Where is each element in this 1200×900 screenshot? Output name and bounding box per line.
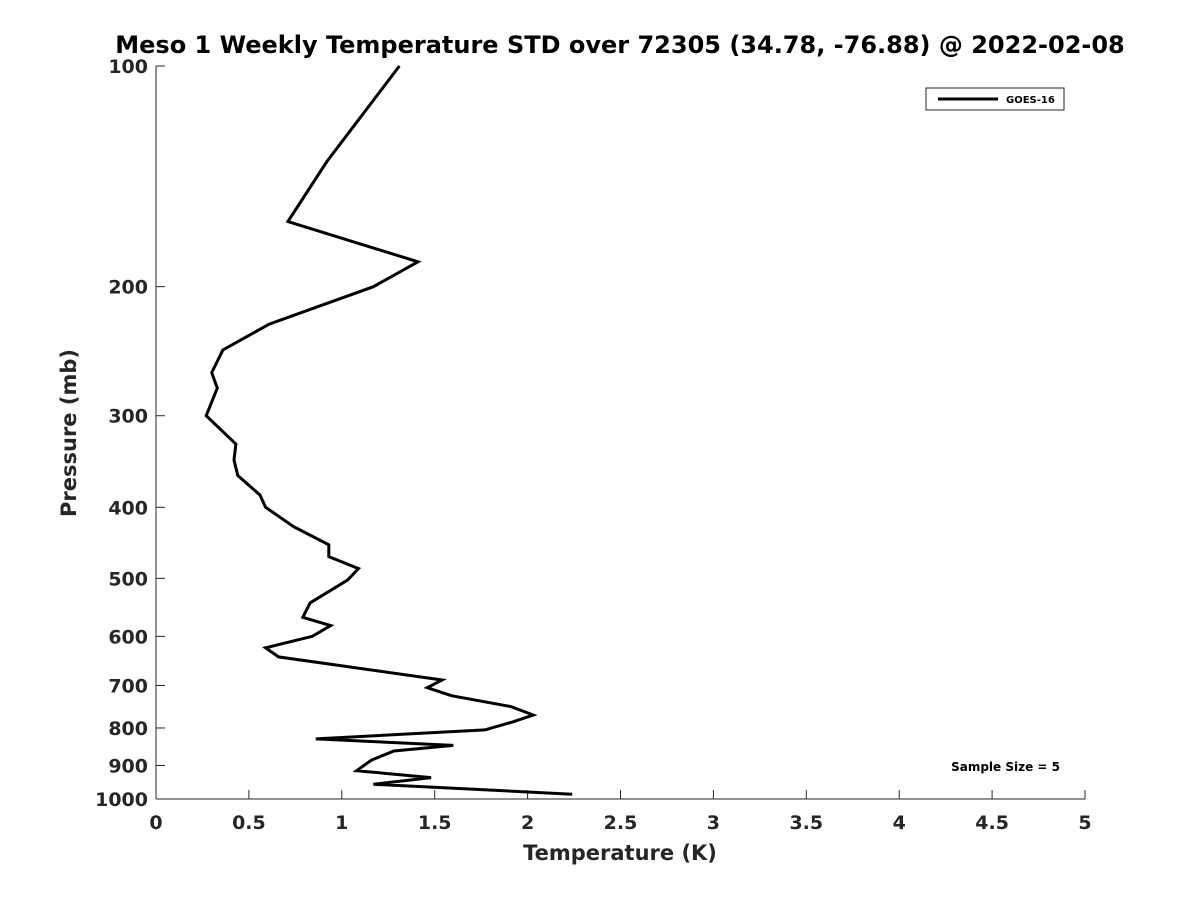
x-tick-label: 5 bbox=[1078, 812, 1091, 834]
legend: GOES-16 bbox=[925, 87, 1065, 111]
y-ticks: 100 200 300 400 500 600 700 800 900 1000 bbox=[95, 56, 165, 811]
y-tick-label: 400 bbox=[108, 497, 148, 519]
x-tick-label: 4.5 bbox=[975, 812, 1009, 834]
y-tick-label: 200 bbox=[108, 277, 148, 299]
x-tick-label: 4 bbox=[893, 812, 906, 834]
x-tick-label: 3 bbox=[707, 812, 720, 834]
x-tick-label: 3.5 bbox=[789, 812, 823, 834]
y-tick-label: 700 bbox=[108, 675, 148, 697]
x-tick-label: 1.5 bbox=[418, 812, 452, 834]
y-tick-label: 1000 bbox=[95, 789, 148, 811]
x-tick-label: 2.5 bbox=[604, 812, 638, 834]
y-axis-label: Pressure (mb) bbox=[57, 349, 81, 517]
series-line-goes-16 bbox=[204, 65, 573, 796]
x-ticks: 0 0.5 1 1.5 2 2.5 3 3.5 4 4.5 5 bbox=[149, 790, 1092, 834]
legend-entry-goes-16: GOES-16 bbox=[1006, 95, 1055, 106]
x-axis-label: Temperature (K) bbox=[523, 841, 717, 865]
chart-title: Meso 1 Weekly Temperature STD over 72305… bbox=[115, 31, 1125, 59]
y-tick-label: 500 bbox=[108, 568, 148, 590]
sample-size-annotation: Sample Size = 5 bbox=[951, 760, 1060, 774]
y-tick-label: 300 bbox=[108, 406, 148, 428]
y-tick-label: 800 bbox=[108, 718, 148, 740]
y-tick-label: 100 bbox=[108, 56, 148, 78]
x-tick-label: 0.5 bbox=[232, 812, 266, 834]
x-tick-label: 0 bbox=[149, 812, 162, 834]
series-layer bbox=[204, 65, 573, 796]
x-tick-label: 1 bbox=[335, 812, 348, 834]
x-tick-label: 2 bbox=[521, 812, 534, 834]
y-tick-label: 900 bbox=[108, 755, 148, 777]
y-tick-label: 600 bbox=[108, 626, 148, 648]
plot-area: 0 0.5 1 1.5 2 2.5 3 3.5 4 4.5 5 100 200 300 400 500 600… bbox=[95, 56, 1092, 834]
